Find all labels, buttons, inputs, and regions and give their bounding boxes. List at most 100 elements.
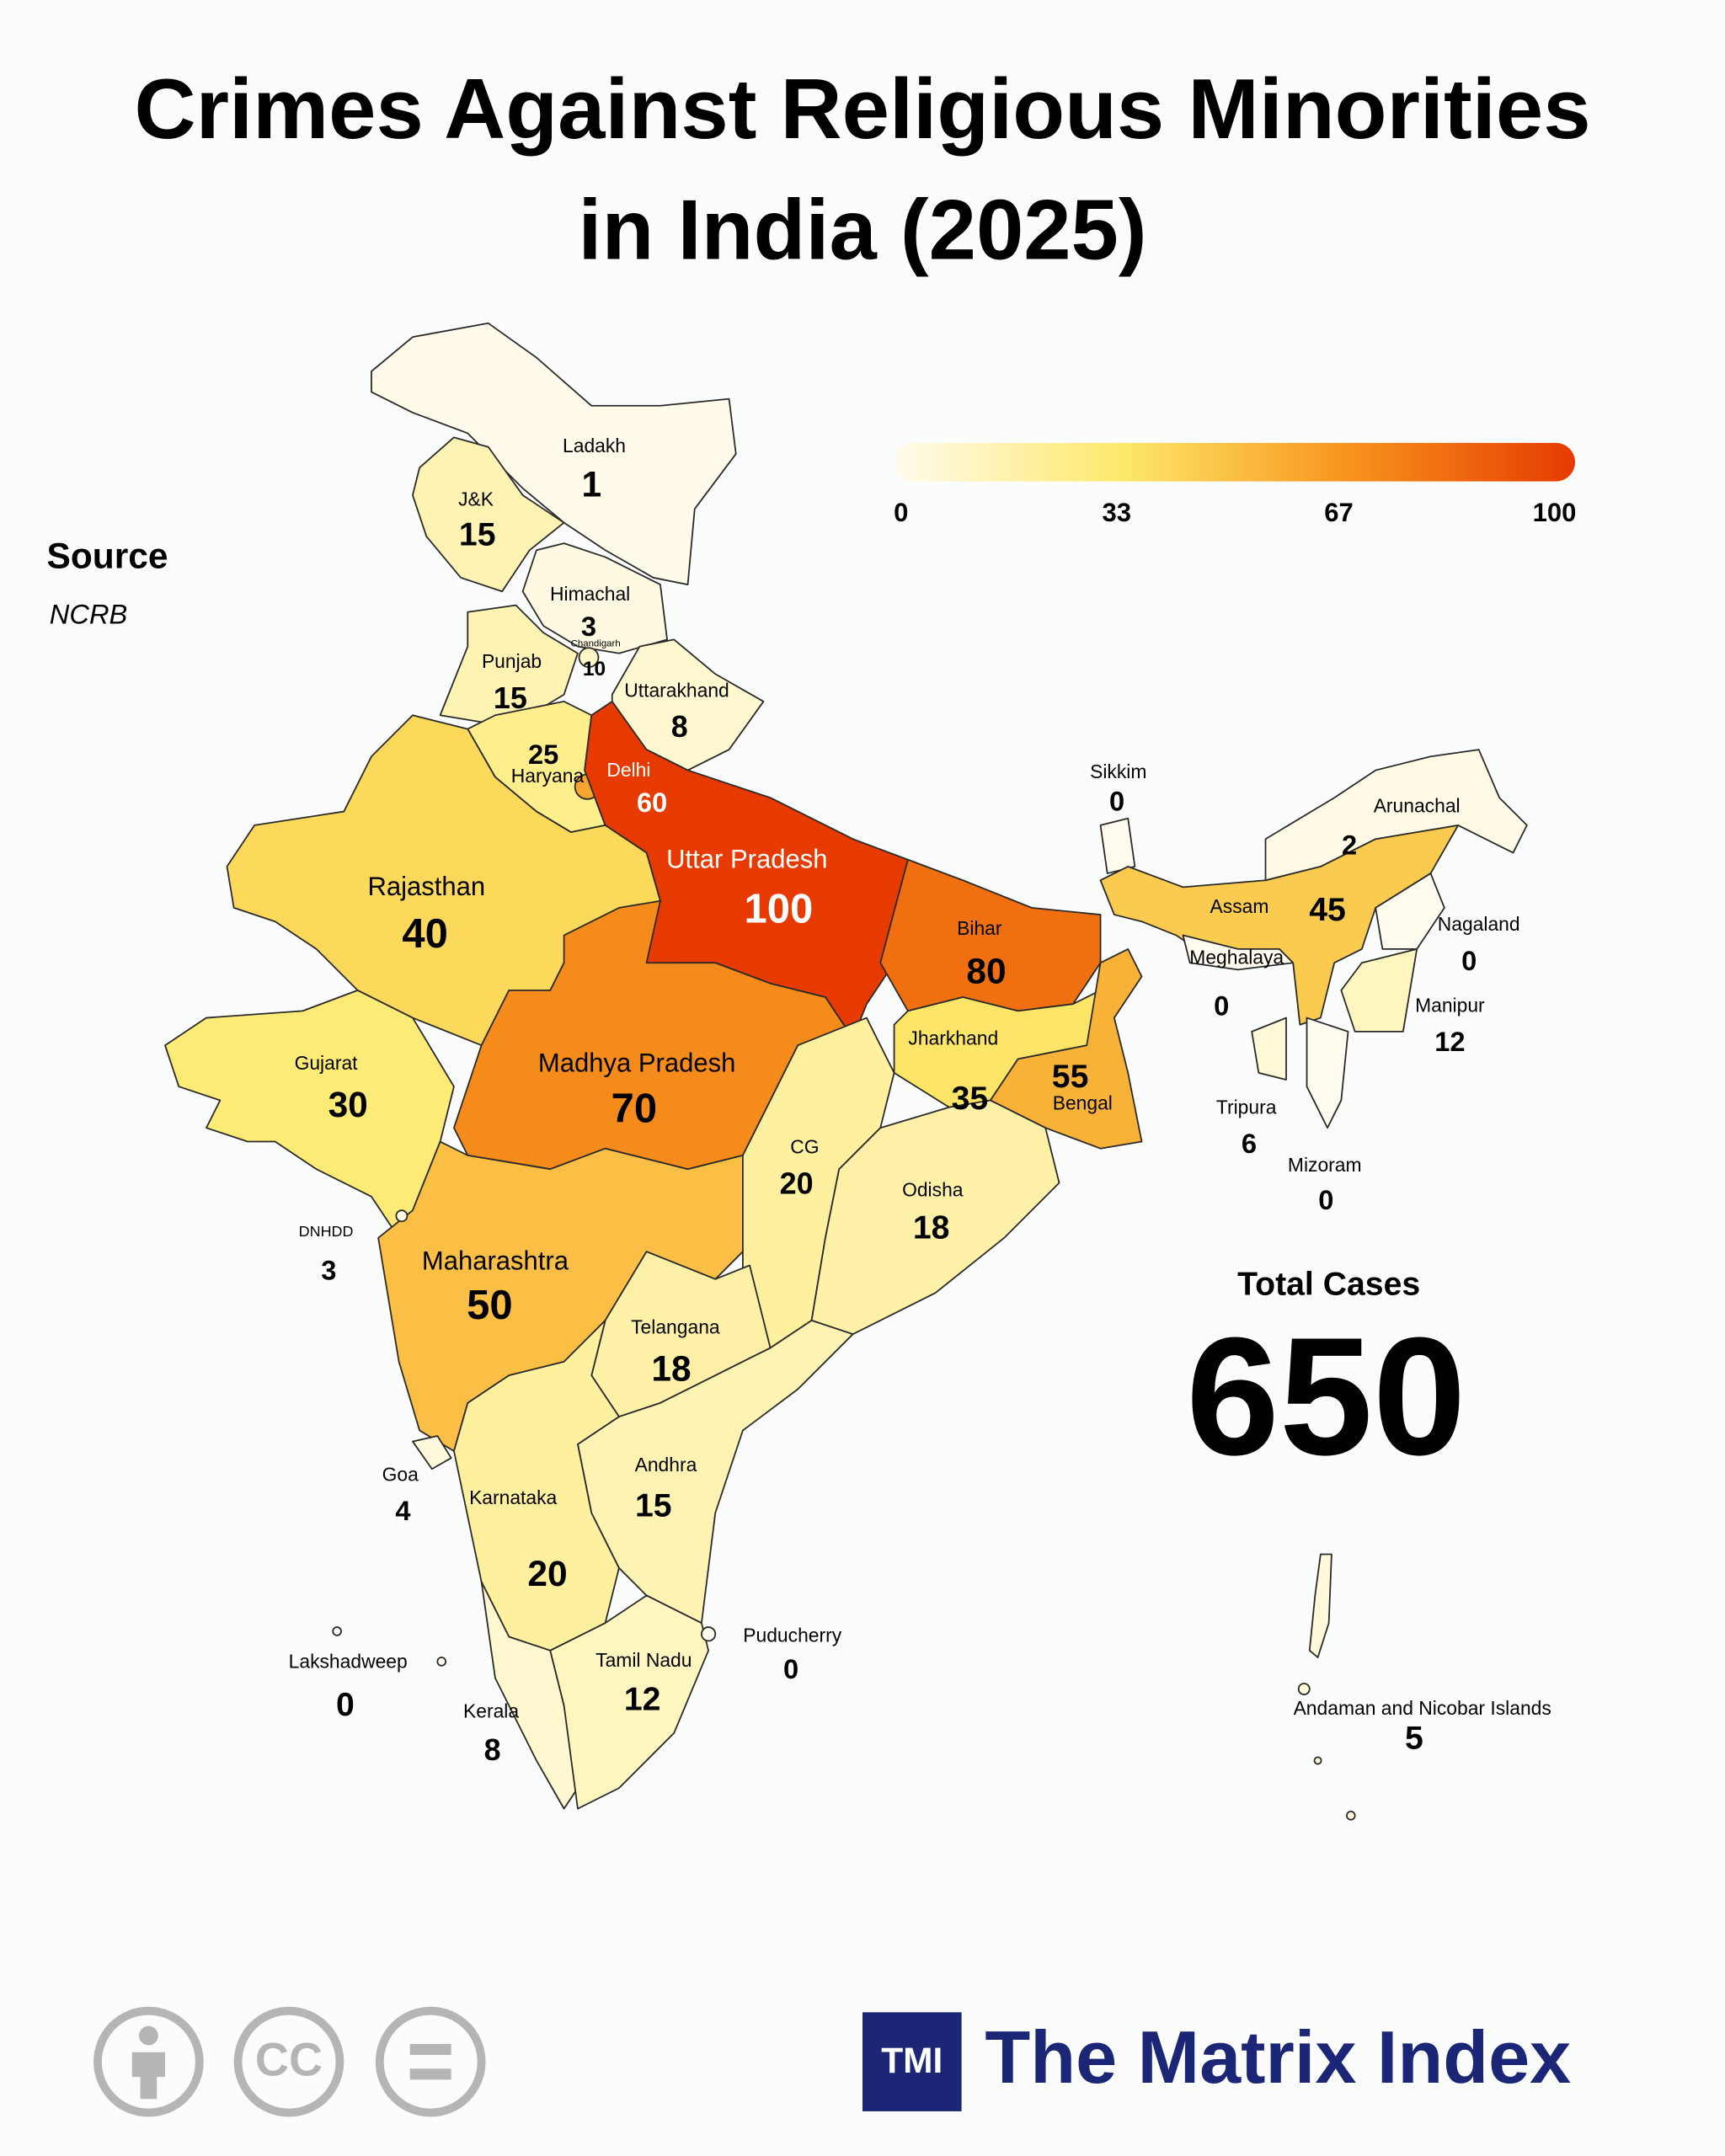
- total-value: 650: [1186, 1304, 1466, 1491]
- region: [332, 1626, 447, 1667]
- icon-by-head: [138, 2025, 158, 2046]
- region-value: 0: [1461, 945, 1477, 976]
- brand-badge: [862, 2012, 962, 2111]
- region-name: Himachal: [550, 583, 630, 605]
- region-value: 100: [745, 887, 814, 932]
- region-name: J&K: [458, 488, 494, 510]
- region-value: 20: [527, 1554, 567, 1593]
- region-labels: Ladakh1J&K15Himachal3Chandigarh10Punjab1…: [289, 435, 1551, 1767]
- region-value: 0: [783, 1653, 798, 1684]
- region-name: Tamil Nadu: [595, 1649, 692, 1671]
- color-bar: [894, 442, 1575, 482]
- map: [164, 322, 1528, 1821]
- region-name: Uttarakhand: [624, 680, 729, 702]
- region-name: Uttar Pradesh: [666, 845, 827, 874]
- region-value: 30: [328, 1085, 368, 1124]
- region-name: Haryana: [511, 765, 585, 787]
- region-value: 0: [1318, 1184, 1333, 1215]
- region-value: 70: [611, 1086, 658, 1132]
- region: [521, 542, 668, 654]
- icon-nd-bars: [409, 2043, 451, 2080]
- region-name: Puducherry: [743, 1625, 841, 1646]
- region-value: 10: [583, 658, 606, 680]
- icon-cc-text: CC: [255, 2033, 323, 2085]
- region: [1306, 1017, 1349, 1129]
- color-tick-label: 100: [1533, 498, 1577, 527]
- region: [1251, 1017, 1287, 1081]
- region-name: Madhya Pradesh: [538, 1048, 735, 1077]
- region: [1340, 947, 1418, 1033]
- region-name: Telangana: [631, 1316, 720, 1338]
- region-value: 5: [1405, 1720, 1423, 1756]
- region: [549, 1594, 709, 1810]
- region-name: Assam: [1210, 895, 1269, 917]
- icon-by: [93, 2006, 204, 2117]
- region-value: 4: [395, 1495, 410, 1526]
- region-name: Bengal: [1053, 1091, 1113, 1113]
- region-value: 18: [651, 1348, 691, 1388]
- region-name: Meghalaya: [1189, 946, 1284, 968]
- region-name: Lakshadweep: [289, 1651, 408, 1673]
- color-tick-label: 67: [1324, 498, 1354, 527]
- source: NCRB: [50, 598, 128, 629]
- region: [1182, 934, 1295, 971]
- region-value: 55: [1052, 1059, 1089, 1095]
- region-name: Punjab: [482, 650, 542, 672]
- region: [412, 436, 565, 593]
- region-name: Rajasthan: [367, 872, 485, 901]
- region-name: Andhra: [635, 1454, 697, 1476]
- region: [412, 1435, 452, 1470]
- region-value: 45: [1309, 892, 1346, 928]
- region-value: 0: [1214, 990, 1229, 1022]
- region-value: 0: [336, 1687, 355, 1723]
- region-value: 20: [780, 1166, 814, 1200]
- region-value: 12: [1434, 1026, 1465, 1057]
- region-name: Bihar: [957, 917, 1002, 939]
- region: [578, 647, 600, 668]
- region: [701, 1626, 717, 1642]
- region: [1264, 749, 1528, 882]
- region-name: Chandigarh: [571, 638, 621, 648]
- region: [989, 947, 1143, 1150]
- region-name: DNHDD: [299, 1223, 354, 1240]
- region-name: Mizoram: [1288, 1154, 1362, 1176]
- icon-nd: [375, 2006, 486, 2117]
- region-value: 60: [637, 787, 667, 818]
- region-name: Kerala: [463, 1700, 519, 1721]
- region-value: 80: [966, 952, 1006, 991]
- region-value: 6: [1242, 1128, 1257, 1159]
- region-name: Nagaland: [1438, 913, 1520, 935]
- title-line: in India (2025): [578, 183, 1146, 278]
- region: [1099, 817, 1136, 874]
- region-name: Manipur: [1415, 995, 1485, 1017]
- region-value: 25: [528, 739, 558, 770]
- region-value: 40: [402, 911, 447, 957]
- brand: The Matrix Index: [985, 2015, 1571, 2099]
- region-value: 12: [624, 1682, 661, 1718]
- region: [577, 1319, 854, 1625]
- region-value: 35: [952, 1081, 989, 1117]
- region-value: 8: [484, 1732, 501, 1767]
- region-value: 50: [467, 1283, 513, 1328]
- icon-cc: [233, 2006, 344, 2117]
- region-name: Maharashtra: [422, 1246, 569, 1275]
- region: [371, 322, 737, 585]
- region-value: 0: [1109, 785, 1124, 816]
- title-line: Crimes Against Religious Minorities: [134, 61, 1590, 157]
- color-tick-label: 33: [1102, 498, 1131, 527]
- brand-badge-text: TMI: [881, 2041, 943, 2080]
- region-name: Andaman and Nicobar Islands: [1294, 1697, 1551, 1719]
- region-name: Karnataka: [469, 1486, 557, 1508]
- region-value: 18: [913, 1209, 950, 1246]
- region-value: 3: [321, 1254, 336, 1285]
- region: [1297, 1553, 1356, 1821]
- region-name: CG: [790, 1136, 819, 1158]
- region-value: 8: [671, 709, 688, 744]
- region-name: Sikkim: [1090, 760, 1146, 782]
- region-value: 2: [1342, 830, 1357, 861]
- total-label: Total Cases: [1237, 1266, 1420, 1302]
- region-name: Jharkhand: [908, 1027, 998, 1049]
- region-name: Goa: [382, 1463, 419, 1485]
